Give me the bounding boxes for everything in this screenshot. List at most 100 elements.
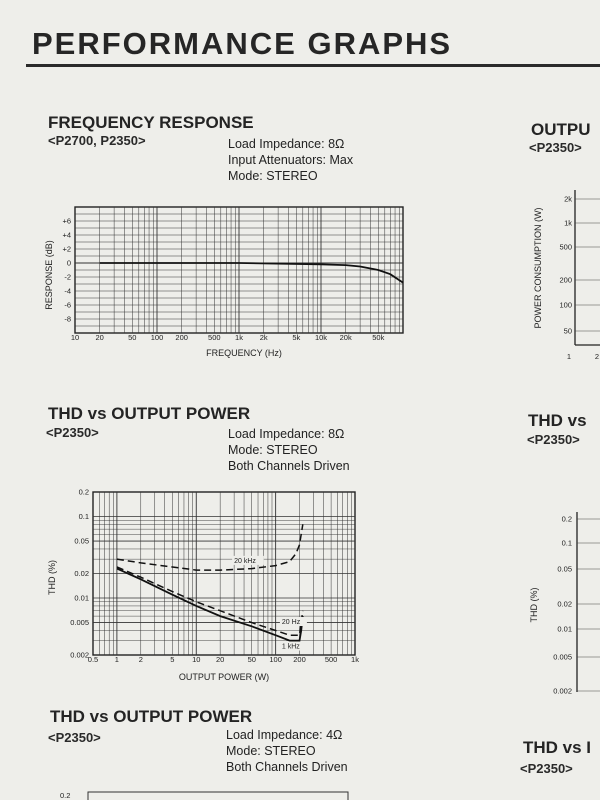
thd-curve-20hz: [116, 566, 304, 636]
thd-right-y-axis-label: THD (%): [529, 588, 539, 623]
thd-annotation-bg: [279, 641, 307, 651]
thd-annotation-label: 20 kHz: [234, 558, 256, 565]
fr-xtick-label: 1k: [235, 333, 243, 342]
thd-right-bottom-model-partial: <P2350>: [520, 761, 573, 776]
condition-line: Mode: STEREO: [226, 744, 316, 758]
fr-xtick-label: 100: [151, 333, 164, 342]
thd2-conditions: Load Impedance: 4Ω Mode: STEREO Both Cha…: [226, 727, 348, 775]
thd2-frame: [87, 791, 349, 800]
thd1-title: THD vs OUTPUT POWER: [48, 404, 251, 423]
fr-ytick-label: +2: [62, 245, 71, 254]
fr-xtick-label: 10: [71, 333, 79, 342]
condition-line: Both Channels Driven: [226, 760, 348, 774]
thd-curve-20khz: [116, 524, 304, 571]
fr-ytick-label: 0: [67, 259, 71, 268]
fr-xtick-label: 500: [208, 333, 221, 342]
power-ytick-label: 50: [564, 327, 572, 336]
output-model-partial: <P2350>: [529, 140, 582, 155]
thd-xtick-label: 10: [192, 655, 200, 664]
thd-annotation-label: 1 kHz: [282, 644, 300, 651]
fr-ytick-label: -4: [64, 287, 71, 296]
thd-xtick-label: 50: [248, 655, 256, 664]
condition-line: Both Channels Driven: [228, 459, 350, 473]
power-ytick-label: 1k: [564, 219, 572, 228]
fr-xtick-label: 2k: [260, 333, 268, 342]
power-ytick-label: 500: [559, 243, 572, 252]
thd-xtick-label: 100: [269, 655, 282, 664]
title-rule: [26, 64, 600, 67]
output-title-partial: OUTPU: [531, 120, 591, 139]
thd-ytick-label: 0.02: [74, 569, 89, 578]
fr-x-axis-label: FREQUENCY (Hz): [206, 348, 282, 358]
thd2-title: THD vs OUTPUT POWER: [50, 707, 253, 726]
fr-xtick-label: 5k: [292, 333, 300, 342]
condition-line: Load Impedance: 8Ω: [228, 137, 345, 151]
fr-ytick-label: -8: [64, 315, 71, 324]
power-ytick-label: 2k: [564, 195, 572, 204]
thd-ytick-label: 0.2: [79, 488, 89, 497]
thd-right-ytick-label: 0.02: [557, 600, 572, 609]
thd-xtick-label: 500: [325, 655, 338, 664]
condition-line: Load Impedance: 8Ω: [228, 427, 345, 441]
fr-ytick-label: +6: [62, 217, 71, 226]
thd-xtick-label: 2: [139, 655, 143, 664]
thd-right-ytick-label: 0.05: [557, 565, 572, 574]
power-y-axis-label: POWER CONSUMPTION (W): [533, 208, 543, 329]
thd-annotation-bg: [279, 617, 307, 627]
page-title: PERFORMANCE GRAPHS: [32, 26, 453, 61]
thd-right-ytick-label: 0.1: [562, 539, 572, 548]
thd2-models: <P2350>: [48, 730, 101, 745]
fr-y-axis-label: RESPONSE (dB): [44, 240, 54, 310]
fr-response-curve: [99, 262, 404, 284]
power-xtick-label: 2: [595, 352, 599, 361]
thd-xtick-label: 5: [170, 655, 174, 664]
thd-ytick-label: 0.1: [79, 512, 89, 521]
thd-ytick-label: 0.05: [74, 537, 89, 546]
fr-ytick-label: +4: [62, 231, 71, 240]
thd-right-ytick-label: 0.2: [562, 515, 572, 524]
thd-ytick-label: 0.005: [70, 618, 89, 627]
condition-line: Load Impedance: 4Ω: [226, 728, 343, 742]
fr-xtick-label: 20k: [340, 333, 352, 342]
thd-right-ytick-label: 0.005: [553, 653, 572, 662]
thd-xtick-label: 1k: [351, 655, 359, 664]
thd-x-axis-label: OUTPUT POWER (W): [179, 672, 269, 682]
fr-xtick-label: 50k: [372, 333, 384, 342]
thd2-ytick: 0.2: [60, 791, 70, 800]
thd-right-ytick-label: 0.01: [557, 625, 572, 634]
thd-xtick-label: 0.5: [88, 655, 98, 664]
thd1-models: <P2350>: [46, 425, 99, 440]
thd-right-title-partial: THD vs: [528, 411, 587, 430]
thd-ytick-label: 0.01: [74, 594, 89, 603]
thd-right-bottom-title-partial: THD vs I: [523, 738, 592, 757]
condition-line: Input Attenuators: Max: [228, 153, 354, 167]
thd-xtick-label: 200: [293, 655, 306, 664]
fr-ytick-label: -6: [64, 301, 71, 310]
power-ytick-label: 100: [559, 301, 572, 310]
freq-response-models: <P2700, P2350>: [48, 133, 146, 148]
fr-xtick-label: 200: [175, 333, 188, 342]
thd-annotation-bg: [232, 555, 264, 565]
freq-response-title: FREQUENCY RESPONSE: [48, 113, 254, 132]
thd-xtick-label: 1: [115, 655, 119, 664]
thd-right-ytick-label: 0.002: [553, 687, 572, 696]
freq-response-conditions: Load Impedance: 8Ω Input Attenuators: Ma…: [228, 136, 353, 184]
fr-ytick-label: -2: [64, 273, 71, 282]
thd-ytick-label: 0.002: [70, 651, 89, 660]
thd-curve-1khz: [116, 567, 304, 642]
fr-xtick-label: 50: [128, 333, 136, 342]
fr-xtick-label: 10k: [315, 333, 327, 342]
thd-annotation-label: 20 Hz: [282, 619, 301, 626]
thd-right-model-partial: <P2350>: [527, 432, 580, 447]
thd-xtick-label: 20: [216, 655, 224, 664]
condition-line: Mode: STEREO: [228, 443, 318, 457]
power-ytick-label: 200: [559, 276, 572, 285]
thd1-conditions: Load Impedance: 8Ω Mode: STEREO Both Cha…: [228, 426, 350, 474]
power-xtick-label: 1: [567, 352, 571, 361]
condition-line: Mode: STEREO: [228, 169, 318, 183]
